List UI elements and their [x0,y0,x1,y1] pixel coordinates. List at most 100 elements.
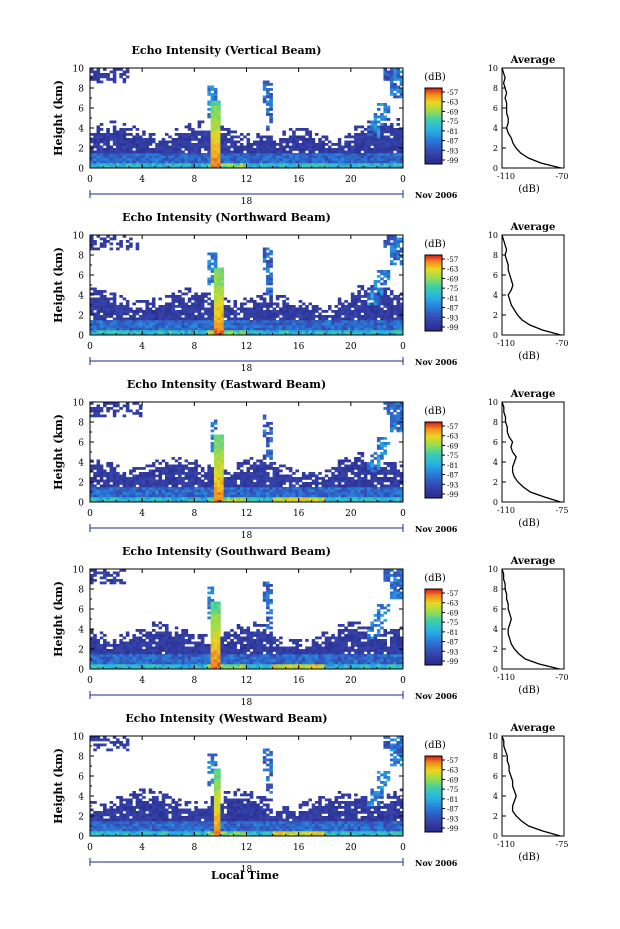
average-profile-line [501,234,562,336]
colorbar-tick-label: -63 [447,99,458,107]
colorbar-frame [424,588,443,666]
y-tick-label: 8 [78,252,84,262]
y-axis-label: Height (km) [52,414,65,490]
average-y-tick-label: 8 [493,752,498,761]
average-y-tick-label: 6 [493,438,498,447]
average-profile-line [501,401,561,503]
colorbar-tick-label: -87 [447,472,458,480]
colorbar-tick-label: -93 [447,481,458,489]
average-y-tick-label: 0 [493,665,498,674]
average-y-tick-label: 4 [493,458,498,467]
day-label: 18 [241,865,253,875]
colorbar-tick-label: -69 [447,275,458,283]
average-profile: Average 0 2 4 6 8 10 -110 -70 (dB) [488,55,569,195]
average-y-tick-label: 10 [488,231,498,240]
colorbar-tick-label: -63 [447,433,458,441]
x-tick-label: 4 [139,676,145,686]
average-y-tick-label: 8 [493,585,498,594]
x-tick-label: 4 [139,175,145,185]
x-tick-label: 12 [241,509,252,519]
heatmap-image [90,569,404,670]
y-axis-label: Height (km) [52,581,65,657]
average-x-tick-label: -70 [556,339,569,348]
average-title: Average [510,389,556,400]
y-axis-label: Height (km) [52,247,65,323]
colorbar-tick-label: -87 [447,639,458,647]
y-tick-label: 10 [73,65,85,75]
average-y-tick-label: 6 [493,605,498,614]
colorbar-tick-label: -87 [447,138,458,146]
colorbar-tick-label: -57 [447,590,458,598]
colorbar-tick-label: -69 [447,442,458,450]
average-x-tick-label: -75 [556,506,569,515]
y-tick-label: 0 [78,666,84,676]
average-y-tick-label: 10 [488,398,498,407]
y-tick-label: 2 [78,312,84,322]
x-tick-label: 0 [87,175,93,185]
average-profile-line [501,568,560,670]
colorbar-tick-label: -63 [447,600,458,608]
x-tick-label: 16 [293,342,305,352]
colorbar-tick-label: -75 [447,285,458,293]
x-tick-label: 0 [87,509,93,519]
colorbar-frame [424,87,443,165]
y-tick-label: 6 [78,105,84,115]
colorbar-tick-label: -69 [447,776,458,784]
x-tick-label: 0 [400,843,406,853]
panel-title: Echo Intensity (Eastward Beam) [127,378,326,391]
colorbar-tick-label: -93 [447,648,458,656]
x-tick-label: 0 [400,175,406,185]
y-tick-label: 4 [78,459,84,469]
colorbar-tick-label: -57 [447,256,458,264]
colorbar-tick-label: -81 [447,629,458,637]
colorbar: -57 -63-69 -75 -81 -87-93 -99 [424,755,458,833]
average-profile: Average 0 2 4 6 8 10 -110 -75 (dB) [488,723,569,863]
x-tick-label: 16 [293,843,305,853]
panel-3: Echo Intensity (Eastward Beam) 0 2 4 6 8 10 Hei… [52,378,568,541]
average-frame [501,735,565,837]
colorbar-tick-label: -57 [447,89,458,97]
x-tick-label: 0 [400,342,406,352]
x-tick-label: 4 [139,843,145,853]
average-title: Average [510,723,556,734]
average-profile-line [501,67,562,169]
colorbar-tick-label: -93 [447,314,458,322]
average-x-label: (dB) [518,351,540,362]
x-tick-label: 0 [87,843,93,853]
average-x-tick-label: -110 [497,172,515,181]
heatmap-image [90,235,404,336]
colorbar-frame [424,254,443,332]
day-label: 18 [241,364,253,374]
x-tick-label: 8 [191,509,197,519]
average-y-tick-label: 2 [493,812,498,821]
average-y-tick-label: 0 [493,498,498,507]
y-tick-label: 0 [78,499,84,509]
day-label: 18 [241,698,253,708]
average-y-tick-label: 8 [493,84,498,93]
y-tick-label: 2 [78,145,84,155]
y-tick-label: 10 [73,566,85,576]
average-x-tick-label: -110 [497,506,515,515]
colorbar-tick-label: -99 [447,324,458,332]
y-tick-label: 2 [78,479,84,489]
y-tick-label: 8 [78,753,84,763]
y-tick-label: 6 [78,439,84,449]
colorbar-tick-label: -81 [447,796,458,804]
y-tick-label: 10 [73,232,85,242]
x-tick-label: 20 [345,843,357,853]
colorbar-tick-label: -93 [447,815,458,823]
x-tick-label: 0 [87,342,93,352]
colorbar: -57 -63-69 -75 -81 -87-93 -99 [424,588,458,666]
x-tick-label: 16 [293,676,305,686]
heatmap-image [90,736,404,837]
day-label: 18 [241,531,253,541]
colorbar-tick-label: -57 [447,423,458,431]
x-tick-label: 12 [241,342,252,352]
y-tick-label: 4 [78,793,84,803]
x-tick-label: 12 [241,843,252,853]
colorbar-tick-label: -75 [447,452,458,460]
average-frame [501,234,565,336]
x-tick-label: 4 [139,342,145,352]
heatmap-image [90,402,404,503]
colorbar-tick-label: -81 [447,462,458,470]
